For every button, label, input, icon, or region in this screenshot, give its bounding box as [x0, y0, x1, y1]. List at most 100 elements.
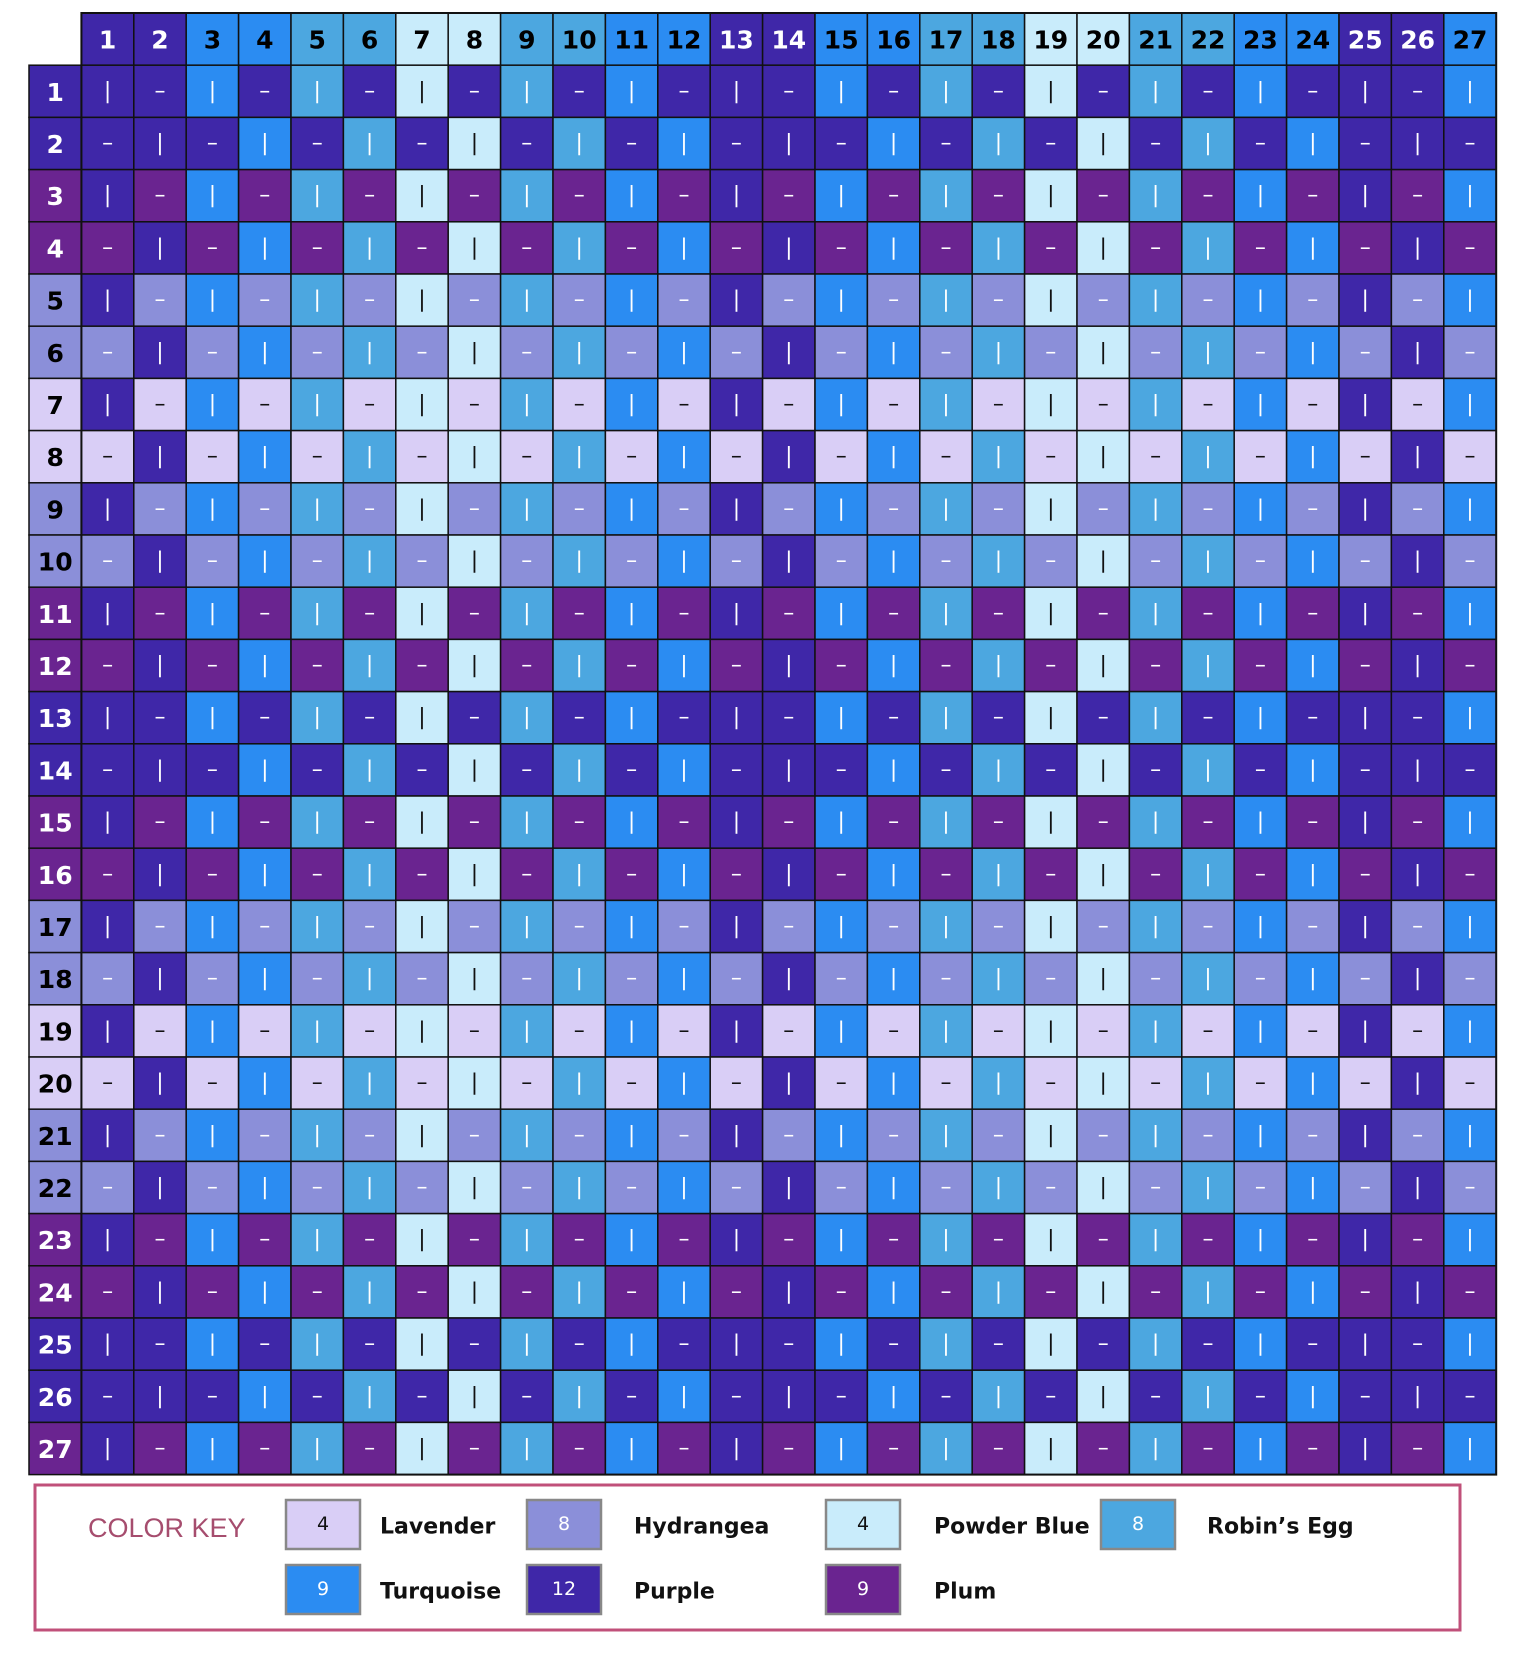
cell	[1023, 1265, 1078, 1319]
cell-symbol: –	[469, 1018, 480, 1043]
column-header: 9	[518, 26, 535, 55]
cell-symbol: –	[783, 183, 794, 208]
cell	[395, 1317, 449, 1371]
cell-symbol: |	[313, 705, 320, 730]
cell-symbol: |	[209, 1332, 216, 1357]
cell	[1023, 795, 1078, 849]
cell	[657, 429, 711, 484]
row-header-cell	[28, 377, 83, 432]
cell-symbol: |	[995, 862, 1002, 887]
cell	[447, 638, 502, 693]
cell-symbol: –	[783, 79, 794, 104]
cell	[1390, 1421, 1445, 1476]
cell-symbol: –	[102, 1279, 113, 1304]
cell-symbol: –	[836, 549, 847, 574]
cell-symbol: |	[733, 1123, 740, 1148]
cell	[761, 1421, 816, 1476]
cell	[657, 795, 711, 849]
cell-symbol: |	[261, 966, 268, 991]
cell-symbol: –	[417, 966, 428, 991]
cell-symbol: –	[102, 862, 113, 887]
cell	[604, 325, 659, 380]
cell	[1390, 377, 1445, 432]
cell-symbol: –	[1045, 966, 1056, 991]
cell	[1390, 1369, 1445, 1424]
cell	[552, 116, 607, 171]
cell-symbol: |	[471, 340, 478, 365]
cell	[971, 1369, 1026, 1424]
column-header: 20	[1086, 26, 1121, 55]
cell-symbol: –	[626, 549, 637, 574]
cell-symbol: –	[1045, 1175, 1056, 1200]
cell-symbol: –	[1412, 1332, 1423, 1357]
cell-symbol: –	[469, 392, 480, 417]
cell-symbol: –	[731, 444, 742, 469]
cell-symbol: –	[1045, 1279, 1056, 1304]
cell	[761, 482, 816, 536]
cell-symbol: |	[1099, 653, 1106, 678]
cell-symbol: –	[1465, 340, 1476, 365]
cell-symbol: –	[836, 966, 847, 991]
cell-symbol: –	[1203, 705, 1214, 730]
cell	[709, 795, 764, 849]
cell-symbol: –	[783, 810, 794, 835]
column-header: 26	[1400, 26, 1435, 55]
cell	[447, 273, 502, 327]
key-label: Robin’s Egg	[1207, 1515, 1354, 1540]
cell-symbol: –	[1255, 444, 1266, 469]
cell-symbol: –	[521, 1279, 532, 1304]
cell-symbol: –	[521, 549, 532, 574]
cell	[1338, 64, 1393, 119]
cell-symbol: –	[836, 131, 847, 156]
cell	[1233, 1004, 1288, 1058]
cell	[342, 586, 397, 641]
cell-symbol: –	[1360, 1175, 1371, 1200]
cell-symbol: |	[366, 549, 373, 574]
cell-symbol: –	[207, 340, 218, 365]
cell-symbol: |	[785, 862, 792, 887]
cell-symbol: –	[1098, 1018, 1109, 1043]
cell	[1128, 168, 1183, 223]
cell-symbol: –	[364, 79, 375, 104]
cell-symbol: –	[993, 1227, 1004, 1252]
cell	[1338, 690, 1393, 745]
cell-symbol: |	[471, 444, 478, 469]
cell-symbol: |	[1257, 79, 1264, 104]
cell-symbol: |	[733, 705, 740, 730]
cell-symbol: –	[1412, 183, 1423, 208]
cell-symbol: |	[1466, 288, 1473, 313]
cell	[1128, 1056, 1183, 1110]
cell	[1076, 377, 1131, 432]
cell	[1076, 534, 1131, 588]
cell-symbol: –	[993, 496, 1004, 521]
cell	[604, 168, 659, 223]
cell-symbol: –	[364, 1227, 375, 1252]
cell-symbol: –	[679, 183, 690, 208]
cell-symbol: –	[941, 444, 952, 469]
cell-symbol: –	[783, 1018, 794, 1043]
cell-symbol: |	[890, 131, 897, 156]
cell-symbol: |	[1152, 392, 1159, 417]
cell-symbol: –	[993, 392, 1004, 417]
cell-symbol: –	[155, 496, 166, 521]
cell-symbol: –	[1150, 757, 1161, 782]
cell	[1023, 168, 1078, 223]
cell-symbol: –	[1255, 653, 1266, 678]
cell-symbol: –	[469, 79, 480, 104]
cell	[1233, 795, 1288, 849]
cell-symbol: –	[1098, 1332, 1109, 1357]
cell-symbol: –	[417, 1279, 428, 1304]
cell-symbol: –	[1150, 1279, 1161, 1304]
cell	[290, 482, 345, 536]
cell	[1076, 64, 1131, 119]
cell-symbol: |	[366, 444, 373, 469]
cell-symbol: |	[1309, 757, 1316, 782]
cell-symbol: –	[102, 340, 113, 365]
cell	[919, 743, 973, 797]
column-header: 16	[876, 26, 911, 55]
cell-symbol: –	[1045, 1071, 1056, 1096]
cell	[971, 64, 1026, 119]
cell	[814, 429, 869, 484]
cell-symbol: –	[417, 1071, 428, 1096]
